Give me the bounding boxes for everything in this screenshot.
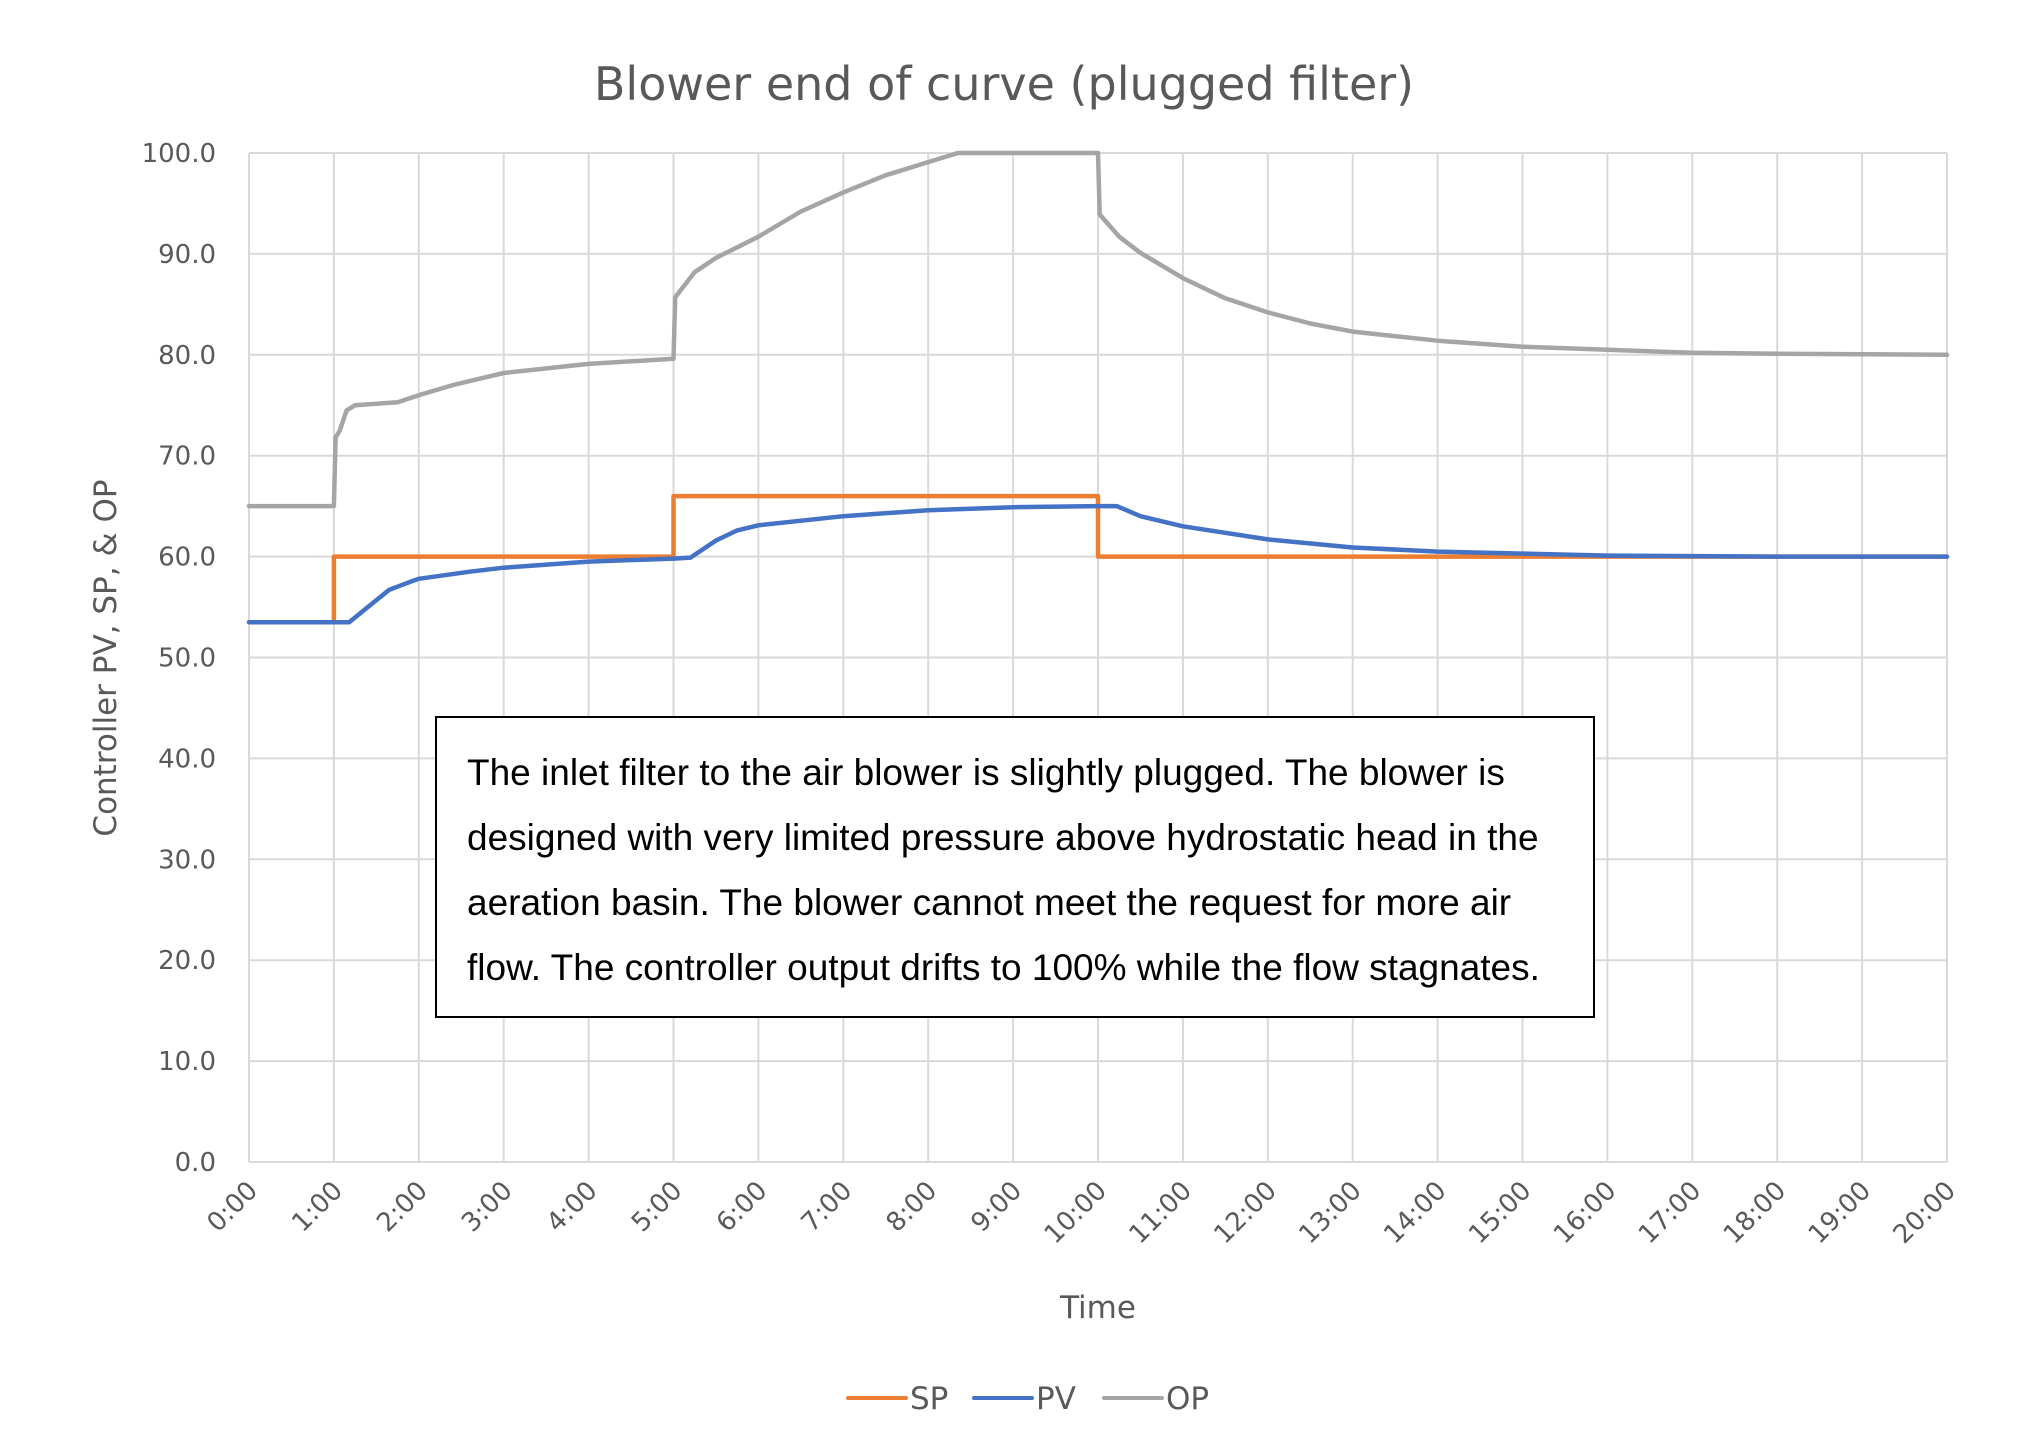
x-tick-label: 20:00 bbox=[1888, 1176, 1962, 1250]
legend-item-sp[interactable]: SP bbox=[846, 1381, 948, 1417]
series-lines bbox=[246, 150, 1950, 625]
legend-item-op[interactable]: OP bbox=[1102, 1381, 1209, 1417]
legend-label-sp: SP bbox=[910, 1381, 948, 1417]
y-tick-label: 70.0 bbox=[158, 442, 216, 472]
y-tick-label: 50.0 bbox=[158, 644, 216, 674]
chart-title: Blower end of curve (plugged filter) bbox=[594, 57, 1414, 111]
x-tick-label: 0:00 bbox=[201, 1176, 264, 1239]
legend: SP PV OP bbox=[846, 1381, 1209, 1417]
x-tick-label: 15:00 bbox=[1463, 1176, 1537, 1250]
x-tick-label: 11:00 bbox=[1124, 1176, 1198, 1250]
y-tick-label: 20.0 bbox=[158, 946, 216, 976]
legend-label-pv: PV bbox=[1036, 1381, 1076, 1417]
x-tick-label: 6:00 bbox=[711, 1176, 774, 1239]
annotation-textbox: The inlet filter to the air blower is sl… bbox=[435, 716, 1595, 1018]
x-tick-label: 8:00 bbox=[881, 1176, 944, 1239]
x-tick-label: 12:00 bbox=[1209, 1176, 1283, 1250]
series-line-op bbox=[246, 150, 1950, 509]
x-tick-label: 13:00 bbox=[1293, 1176, 1367, 1250]
annotation-line-1: The inlet filter to the air blower is sl… bbox=[467, 752, 1505, 793]
y-tick-label: 10.0 bbox=[158, 1047, 216, 1077]
series-line-pv bbox=[246, 503, 1950, 625]
x-tick-label: 5:00 bbox=[626, 1176, 689, 1239]
x-axis-title: Time bbox=[1059, 1290, 1136, 1326]
x-tick-label: 9:00 bbox=[966, 1176, 1029, 1239]
x-tick-label: 4:00 bbox=[541, 1176, 604, 1239]
y-tick-label: 30.0 bbox=[158, 845, 216, 875]
x-tick-label: 14:00 bbox=[1378, 1176, 1452, 1250]
annotation-line-4: flow. The controller output drifts to 10… bbox=[467, 947, 1540, 988]
x-tick-label: 16:00 bbox=[1548, 1176, 1622, 1250]
y-axis-tick-labels: 0.0 10.0 20.0 30.0 40.0 50.0 60.0 70.0 80.0 90.0 1… bbox=[142, 139, 216, 1178]
legend-item-pv[interactable]: PV bbox=[972, 1381, 1076, 1417]
x-tick-label: 17:00 bbox=[1633, 1176, 1707, 1250]
legend-label-op: OP bbox=[1166, 1381, 1209, 1417]
x-tick-label: 2:00 bbox=[371, 1176, 434, 1239]
y-axis-title: Controller PV, SP, & OP bbox=[88, 479, 124, 836]
y-tick-label: 0.0 bbox=[175, 1148, 216, 1178]
annotation-line-2: designed with very limited pressure abov… bbox=[467, 817, 1539, 858]
x-tick-label: 10:00 bbox=[1039, 1176, 1113, 1250]
x-tick-label: 18:00 bbox=[1718, 1176, 1792, 1250]
annotation-text: The inlet filter to the air blower is sl… bbox=[467, 740, 1573, 1000]
x-tick-label: 19:00 bbox=[1803, 1176, 1877, 1250]
series-line-sp bbox=[246, 493, 1950, 625]
x-axis-tick-labels: 0:00 1:00 2:00 3:00 4:00 5:00 6:00 7:00 8:00 9:00… bbox=[201, 1176, 1962, 1250]
annotation-line-3: aeration basin. The blower cannot meet t… bbox=[467, 882, 1512, 923]
x-tick-label: 3:00 bbox=[456, 1176, 519, 1239]
y-tick-label: 40.0 bbox=[158, 744, 216, 774]
y-tick-label: 90.0 bbox=[158, 240, 216, 270]
y-tick-label: 100.0 bbox=[142, 139, 216, 169]
y-tick-label: 80.0 bbox=[158, 341, 216, 371]
y-tick-label: 60.0 bbox=[158, 543, 216, 573]
x-tick-label: 7:00 bbox=[796, 1176, 859, 1239]
x-tick-label: 1:00 bbox=[286, 1176, 349, 1239]
